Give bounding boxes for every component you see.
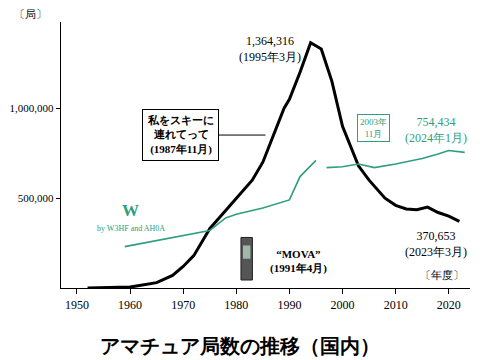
svg-text:“MOVA”(1991年4月): “MOVA”(1991年4月)	[270, 248, 327, 275]
svg-text:〔年度〕: 〔年度〕	[420, 269, 464, 281]
svg-text:by W3HF and AH0A: by W3HF and AH0A	[97, 224, 165, 233]
svg-text:アマチュア局数の推移（国内）: アマチュア局数の推移（国内）	[100, 335, 380, 357]
svg-text:W: W	[122, 201, 139, 220]
svg-text:500,000: 500,000	[18, 192, 54, 204]
svg-text:1990: 1990	[277, 298, 301, 312]
svg-text:2020: 2020	[437, 298, 461, 312]
svg-text:私をスキーに連れてって(1987年11月): 私をスキーに連れてって(1987年11月)	[147, 114, 214, 156]
svg-text:370,653(2023年3月): 370,653(2023年3月)	[405, 229, 467, 259]
svg-text:2003年11月: 2003年11月	[360, 117, 387, 139]
svg-text:2010: 2010	[384, 298, 408, 312]
svg-text:1960: 1960	[118, 298, 142, 312]
svg-text:754,434(2024年1月): 754,434(2024年1月)	[405, 115, 467, 145]
svg-text:1,000,000: 1,000,000	[10, 102, 55, 114]
svg-text:1980: 1980	[224, 298, 248, 312]
svg-text:〔局〕: 〔局〕	[14, 8, 47, 20]
svg-text:1,364,316(1995年3月): 1,364,316(1995年3月)	[239, 34, 301, 64]
svg-text:2000: 2000	[331, 298, 355, 312]
svg-text:1950: 1950	[65, 298, 89, 312]
svg-text:1970: 1970	[171, 298, 195, 312]
